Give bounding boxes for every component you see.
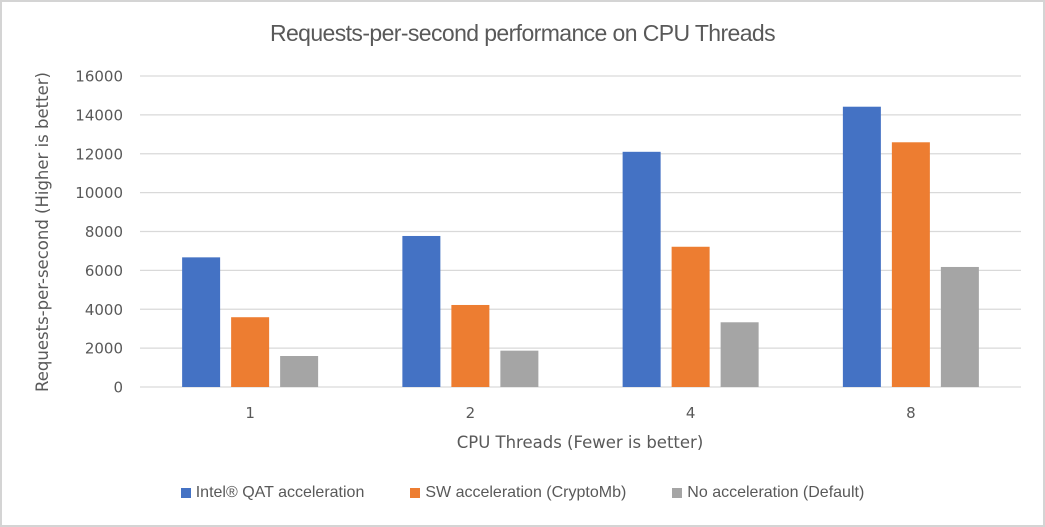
gridlines: [140, 75, 1021, 388]
legend-item: No acceleration (Default): [672, 484, 864, 502]
chart-title: Requests-per-second performance on CPU T…: [269, 20, 776, 46]
y-tick-label: 8000: [85, 223, 123, 241]
y-tick-label: 6000: [85, 262, 123, 280]
bar-none-8: [940, 266, 979, 387]
bars: [182, 106, 979, 388]
bar-qat-1: [182, 257, 221, 387]
legend-swatch: [180, 488, 191, 498]
y-tick-label: 0: [113, 379, 123, 397]
legend-item: Intel® QAT acceleration: [180, 484, 365, 502]
y-tick-label: 2000: [85, 340, 123, 358]
bar-qat-2: [402, 235, 441, 387]
legend: Intel® QAT acceleration SW acceleration (…: [0, 484, 1045, 502]
bar-none-2: [500, 350, 539, 387]
legend-swatch: [410, 488, 421, 498]
bar-sw-2: [451, 304, 490, 387]
legend-label: No acceleration (Default): [687, 484, 865, 501]
x-tick-label: 1: [245, 404, 255, 422]
bar-sw-1: [231, 317, 270, 387]
bar-qat-4: [622, 151, 661, 387]
bar-sw-4: [671, 246, 710, 387]
x-tick-label: 8: [906, 404, 916, 422]
legend-label: Intel® QAT acceleration: [195, 484, 365, 501]
y-axis-ticks: 0 2000 4000 6000 8000 10000 12000 14000 16000: [75, 68, 123, 397]
x-tick-label: 4: [686, 404, 696, 422]
legend-swatch: [672, 488, 683, 498]
y-tick-label: 4000: [85, 301, 123, 319]
y-tick-label: 16000: [75, 68, 123, 86]
x-tick-label: 2: [466, 404, 476, 422]
x-axis-title: CPU Threads (Fewer is better): [457, 433, 704, 452]
bar-none-4: [720, 322, 759, 387]
y-tick-label: 14000: [75, 106, 123, 124]
x-axis-ticks: 1 2 4 8: [245, 404, 915, 422]
y-tick-label: 12000: [75, 145, 123, 163]
y-tick-label: 10000: [75, 184, 123, 202]
bar-sw-8: [891, 142, 930, 387]
y-axis-title: Requests-per-second (Higher is better): [33, 72, 52, 392]
bar-qat-8: [842, 106, 881, 388]
bar-none-1: [280, 355, 319, 387]
legend-label: SW acceleration (CryptoMb): [425, 484, 627, 501]
legend-item: SW acceleration (CryptoMb): [410, 484, 626, 502]
